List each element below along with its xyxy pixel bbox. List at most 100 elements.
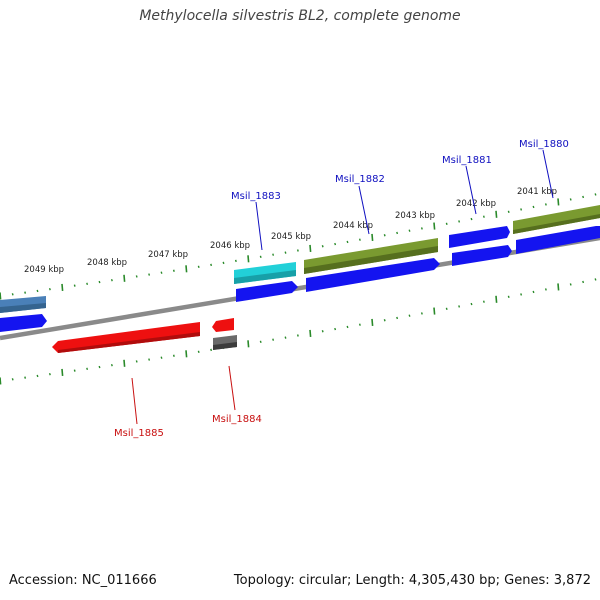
minor-tick	[296, 249, 299, 252]
minor-tick	[222, 261, 225, 265]
feature-red-1884[interactable]	[212, 318, 234, 332]
minor-tick	[210, 263, 213, 267]
minor-tick	[284, 251, 287, 254]
minor-tick	[420, 312, 423, 315]
ruler-label-2049: 2049 kbp	[24, 265, 64, 275]
major-tick	[495, 210, 498, 218]
minor-tick	[507, 295, 510, 299]
leader-line-1883	[255, 201, 263, 251]
minor-tick	[73, 369, 76, 372]
minor-tick	[582, 280, 585, 284]
minor-tick	[321, 330, 324, 333]
gene-label-msil-1880[interactable]: Msil_1880	[519, 139, 569, 150]
minor-tick	[334, 327, 337, 331]
feature-blue-1882-inner[interactable]	[306, 258, 440, 292]
minor-tick	[532, 205, 535, 209]
minor-tick	[321, 245, 324, 248]
major-tick	[247, 255, 250, 263]
minor-tick	[110, 278, 113, 282]
minor-tick	[445, 222, 448, 225]
major-tick	[0, 377, 2, 385]
feature-blue-1883-inner[interactable]	[236, 281, 298, 302]
feature-steel-left[interactable]	[0, 296, 46, 313]
major-tick	[247, 340, 250, 348]
minor-tick	[259, 340, 262, 343]
minor-tick	[210, 348, 213, 352]
genome-stats-text: Topology: circular; Length: 4,305,430 bp…	[233, 573, 591, 588]
major-tick	[433, 307, 436, 315]
minor-tick	[110, 363, 113, 367]
minor-tick	[86, 282, 89, 286]
leader-line-1884	[228, 365, 236, 411]
gene-label-msil-1881[interactable]: Msil_1881	[442, 155, 492, 166]
minor-tick	[259, 255, 262, 258]
minor-tick	[346, 325, 349, 329]
ruler-label-2047: 2047 kbp	[148, 250, 188, 260]
minor-tick	[470, 302, 473, 306]
minor-tick	[358, 238, 361, 241]
minor-tick	[24, 291, 27, 294]
minor-tick	[358, 323, 361, 326]
minor-tick	[98, 365, 101, 369]
ruler-label-2044: 2044 kbp	[333, 221, 373, 231]
minor-tick	[507, 210, 510, 214]
feature-blue-1881-inner[interactable]	[452, 245, 512, 266]
major-tick	[123, 359, 126, 367]
minor-tick	[520, 293, 523, 296]
feature-blue-left[interactable]	[0, 314, 47, 332]
major-tick	[185, 350, 188, 358]
minor-tick	[234, 259, 237, 263]
feature-blue-1880-inner[interactable]	[516, 226, 600, 254]
feature-olive-1880[interactable]	[513, 205, 600, 234]
inner-tick-ring	[0, 278, 597, 385]
feature-cyan-1883[interactable]	[234, 262, 296, 284]
minor-tick	[408, 314, 411, 317]
feature-red-1885[interactable]	[52, 322, 200, 353]
minor-tick	[396, 316, 399, 320]
ruler-label-2043: 2043 kbp	[395, 211, 435, 221]
leader-line-1882	[358, 185, 370, 235]
minor-tick	[272, 253, 275, 256]
gene-label-msil-1884[interactable]: Msil_1884	[212, 414, 262, 425]
ruler-label-2042: 2042 kbp	[456, 199, 496, 209]
gene-label-msil-1882[interactable]: Msil_1882	[335, 174, 385, 185]
minor-tick	[532, 290, 535, 294]
feature-blue-1881-outer[interactable]	[449, 226, 510, 248]
minor-tick	[346, 240, 349, 244]
minor-tick	[383, 319, 386, 322]
gene-label-msil-1883[interactable]: Msil_1883	[231, 191, 281, 202]
ruler-label-2048: 2048 kbp	[87, 258, 127, 268]
minor-tick	[408, 229, 411, 232]
minor-tick	[544, 203, 547, 206]
gene-label-msil-1885[interactable]: Msil_1885	[114, 428, 164, 439]
minor-tick	[48, 372, 51, 376]
minor-tick	[582, 195, 585, 199]
major-tick	[309, 329, 312, 337]
major-tick	[61, 283, 64, 291]
accession-text: Accession: NC_011666	[9, 573, 157, 588]
major-tick	[123, 274, 126, 282]
minor-tick	[458, 305, 461, 308]
major-tick	[309, 244, 312, 252]
minor-tick	[36, 374, 39, 378]
minor-tick	[160, 356, 163, 359]
minor-tick	[482, 215, 485, 218]
major-tick	[185, 265, 188, 273]
minor-tick	[48, 287, 51, 291]
major-tick	[557, 198, 560, 206]
minor-tick	[569, 283, 572, 286]
minor-tick	[11, 378, 14, 381]
ruler-label-2045: 2045 kbp	[271, 232, 311, 242]
minor-tick	[172, 354, 175, 357]
outer-tick-ring	[0, 193, 597, 300]
minor-tick	[36, 289, 39, 293]
minor-tick	[284, 336, 287, 339]
minor-tick	[172, 269, 175, 272]
minor-tick	[197, 350, 200, 354]
feature-gray-1884[interactable]	[213, 335, 237, 350]
minor-tick	[458, 220, 461, 223]
major-tick	[433, 222, 436, 230]
feature-olive-1882[interactable]	[304, 238, 438, 274]
ruler-label-2041: 2041 kbp	[517, 187, 557, 197]
